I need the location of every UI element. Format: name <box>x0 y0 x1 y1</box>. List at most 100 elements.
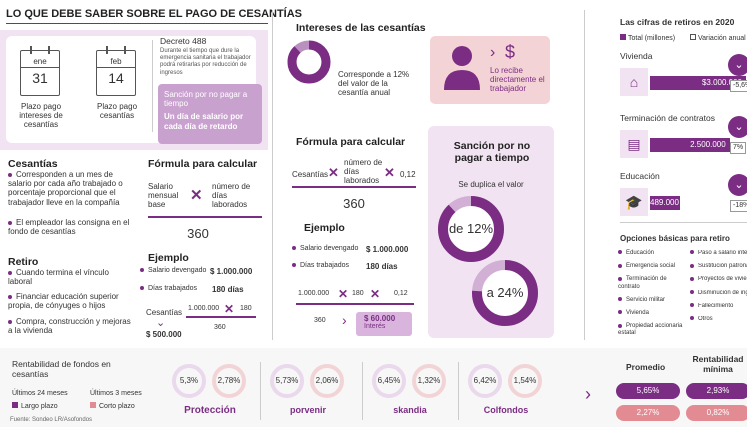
ejemplo1-value: $ 1.000.000 <box>210 267 253 276</box>
fund-logo: Colfondos <box>483 405 529 415</box>
sanction-box: Sanción por no pagar a tiempo Un día de … <box>158 84 262 144</box>
ejemplo1-calc-left: 1.000.000 <box>188 305 220 312</box>
main-title: LO QUE DEBE SABER SOBRE EL PAGO DE CESAN… <box>6 8 303 20</box>
retiro-bar: 2.500.000 <box>650 138 730 152</box>
chevron-right-icon: › <box>585 384 591 404</box>
formula2-divisor: 360 <box>343 196 365 211</box>
opcion-item: Paso a salario integral <box>690 250 747 257</box>
calendar-caption: Plazo pago cesantías <box>96 102 138 121</box>
decree-title: Decreto 488 <box>160 36 207 46</box>
ejemplo1-result-label: Cesantías <box>146 308 183 317</box>
opcion-item: Emergencia social <box>618 263 690 270</box>
fund-largo: 6,42% <box>468 364 502 398</box>
retiro-bullet: Cuando termina el vínculo laboral <box>8 268 109 287</box>
ring-12 <box>438 196 504 262</box>
calendar-caption: Plazo pago intereses de cesantías <box>19 102 63 130</box>
chevron-down-icon: ⌄ <box>728 174 747 196</box>
formula2-c: 0,12 <box>400 170 416 179</box>
dollar-icon: $ <box>505 42 516 62</box>
opcion-item: Fallecimiento <box>690 303 747 310</box>
calendar-icon-feb: feb 14 <box>96 46 136 96</box>
chevron-right-icon: › <box>490 44 496 61</box>
direct-text: Lo recibe directamente el trabajador <box>490 66 545 94</box>
fraction-line <box>292 186 416 188</box>
ejemplo2-label: Salario devengado <box>292 245 358 253</box>
rentabilidad-title: Rentabilidad de fondos en cesantías <box>12 359 111 379</box>
house-icon: ⌂ <box>620 68 648 96</box>
retiro-title: Retiro <box>8 256 39 268</box>
opcion-item: Proyectos de vivienda <box>690 276 747 283</box>
graduation-cap-icon: 🎓 <box>620 188 648 216</box>
multiply-icon: ✕ <box>338 287 349 301</box>
legend-24: Últimos 24 meses <box>12 390 68 397</box>
intereses-ring-text: Corresponde a 12% del valor de la cesant… <box>338 70 410 98</box>
calendar-icon-jan: ene 31 <box>20 46 60 96</box>
ejemplo2-calc-b: 180 <box>352 290 364 297</box>
retiro-variation: 7% <box>730 142 747 155</box>
fund-largo: 6,45% <box>372 364 406 398</box>
legend-total: Total (millones) <box>620 34 675 43</box>
formula1-left: Salario mensual base <box>148 182 179 210</box>
document-icon: ▤ <box>620 130 648 158</box>
minima-corto: 0,82% <box>686 405 747 421</box>
fund-corto: 1,54% <box>508 364 542 398</box>
formula2-a: Cesantías <box>292 170 329 179</box>
title-underline <box>6 23 268 24</box>
fund-corto: 2,78% <box>212 364 246 398</box>
retiro-bar: 489.000 <box>650 196 680 210</box>
calendar-day: 14 <box>108 70 124 86</box>
formula1-title: Fórmula para calcular <box>148 158 258 170</box>
chevron-down-icon: ⌄ <box>728 54 747 76</box>
ring-24 <box>472 260 538 326</box>
promedio-title: Promedio <box>626 362 666 372</box>
minima-title: Rentabilidad mínima <box>692 354 744 374</box>
opcion-item: Vivienda <box>618 310 690 317</box>
fund-largo: 5,73% <box>270 364 304 398</box>
calendar-day: 31 <box>32 70 48 86</box>
ejemplo1-result-value: $ 500.000 <box>146 330 182 339</box>
person-icon <box>444 46 480 90</box>
fund-logo: skandia <box>393 405 427 415</box>
source: Fuente: Sondeo LR/Asofondos <box>10 417 93 423</box>
legend-corto: Corto plazo <box>90 402 135 411</box>
ejemplo1-value: 180 días <box>212 285 244 294</box>
opcion-item: Educación <box>618 250 690 257</box>
fraction-line <box>148 216 262 218</box>
ejemplo1-calc-div: 360 <box>214 324 226 331</box>
cesantias-bullet: El empleador las consigna en el fondo de… <box>8 218 130 237</box>
chevron-down-icon: ⌄ <box>156 317 166 329</box>
ring2-label: a 24% <box>486 285 524 300</box>
ejemplo2-value: $ 1.000.000 <box>366 245 409 254</box>
retiro-bar: $3.000.000 <box>650 76 746 90</box>
formula1-divisor: 360 <box>187 226 209 241</box>
fund-logo: porvenir <box>289 405 326 415</box>
chevron-down-icon: ⌄ <box>728 116 747 138</box>
cesantias-bullet: Corresponden a un mes de salario por cad… <box>8 170 123 207</box>
sanction-box-title: Sanción por no pagar a tiempo <box>164 90 248 109</box>
promedio-largo: 5,65% <box>616 383 680 399</box>
multiply-icon: ✕ <box>384 165 395 180</box>
fund-logo: Protección <box>184 405 236 416</box>
legend-variation: Variación anual <box>690 34 746 43</box>
retiro-bullet: Financiar educación superior propia, de … <box>8 292 119 311</box>
interest-ring <box>287 40 331 84</box>
intereses-title: Intereses de las cesantías <box>296 22 426 34</box>
legend-largo: Largo plazo <box>12 402 58 411</box>
sanction-box-text: Un día de salario por cada día de retard… <box>164 112 244 131</box>
opcion-item: Terminación de contrato <box>618 276 667 290</box>
formula1-right: número de días laborados <box>212 182 251 210</box>
calendar-month: ene <box>21 57 59 68</box>
chevron-right-icon: › <box>342 312 347 328</box>
result-badge: $ 60.000 Interés <box>356 312 412 336</box>
ring1-label: de 12% <box>448 221 494 236</box>
multiply-icon: ✕ <box>190 187 203 204</box>
retiro-name: Vivienda <box>620 51 653 61</box>
retiro-name: Educación <box>620 171 660 181</box>
fraction-line <box>186 316 256 318</box>
multiply-icon: ✕ <box>224 302 235 316</box>
opcion-item: Otros <box>690 316 747 323</box>
ejemplo2-calc-a: 1.000.000 <box>298 290 330 297</box>
ejemplo2-value: 180 días <box>366 262 398 271</box>
opciones-title: Opciones básicas para retiro <box>620 234 730 243</box>
fund-largo: 5,3% <box>172 364 206 398</box>
